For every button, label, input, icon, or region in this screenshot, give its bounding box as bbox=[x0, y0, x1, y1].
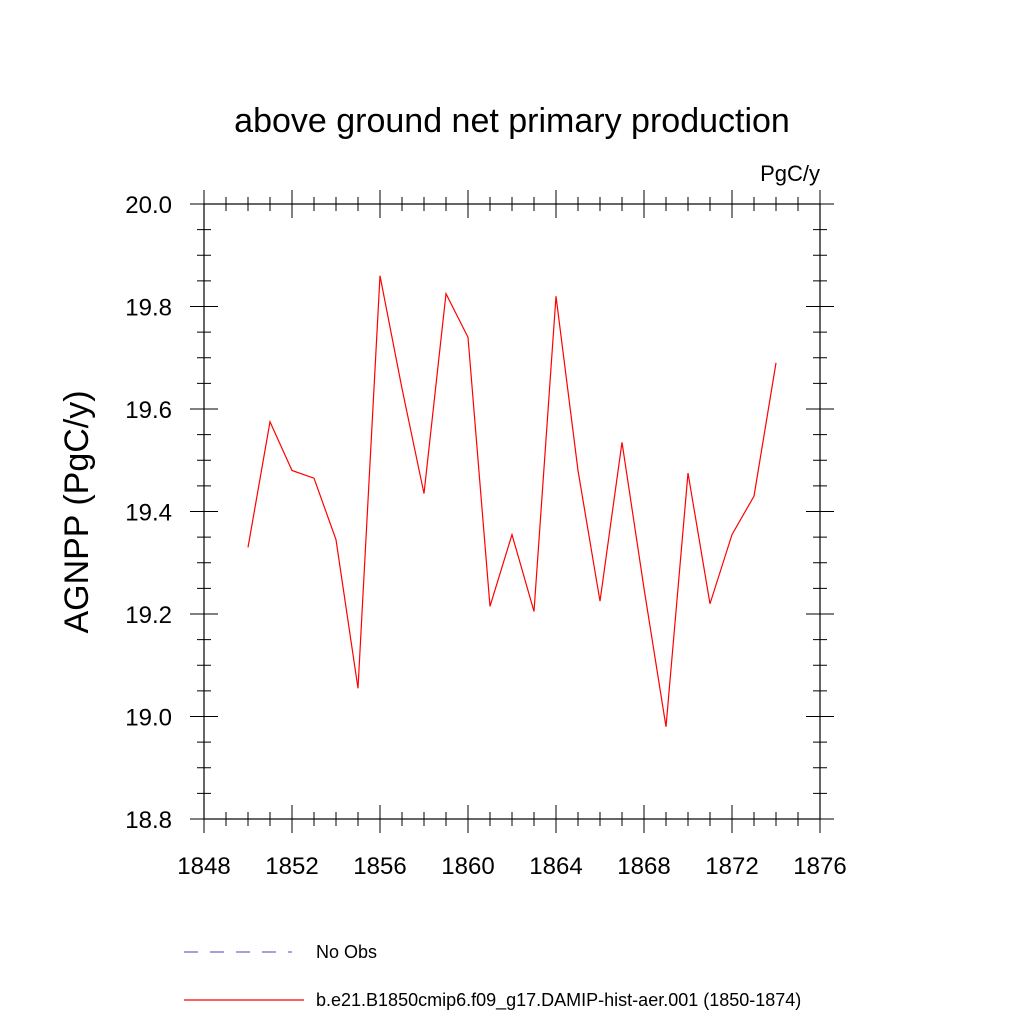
x-tick-label: 1872 bbox=[705, 853, 758, 880]
tick-labels: 1848 1852 1856 1860 1864 1868 1872 1876 18.8 19.0… bbox=[125, 192, 846, 880]
x-tick-label: 1860 bbox=[441, 853, 494, 880]
series-lines bbox=[247, 275, 777, 727]
y-tick-label: 20.0 bbox=[125, 192, 172, 219]
units-label: PgC/y bbox=[760, 161, 820, 186]
x-tick-label: 1868 bbox=[617, 853, 670, 880]
x-tick-label: 1864 bbox=[529, 853, 582, 880]
x-tick-label: 1848 bbox=[177, 853, 230, 880]
x-tick-label: 1876 bbox=[793, 853, 846, 880]
y-tick-label: 19.8 bbox=[125, 295, 172, 322]
axis-ticks bbox=[190, 190, 834, 833]
y-tick-label: 18.8 bbox=[125, 807, 172, 834]
y-tick-label: 19.6 bbox=[125, 397, 172, 424]
legend-label: b.e21.B1850cmip6.f09_g17.DAMIP-hist-aer.… bbox=[316, 990, 801, 1011]
y-tick-label: 19.4 bbox=[125, 500, 172, 527]
series-line bbox=[247, 275, 777, 727]
x-tick-label: 1856 bbox=[353, 853, 406, 880]
chart-title: above ground net primary production bbox=[234, 102, 790, 140]
y-axis-label: AGNPP (PgC/y) bbox=[58, 390, 96, 633]
y-tick-label: 19.2 bbox=[125, 602, 172, 629]
plot-frame bbox=[203, 203, 821, 820]
x-tick-label: 1852 bbox=[265, 853, 318, 880]
y-tick-label: 19.0 bbox=[125, 705, 172, 732]
legend-label: No Obs bbox=[316, 942, 377, 962]
legend: No Obs b.e21.B1850cmip6.f09_g17.DAMIP-his… bbox=[184, 942, 801, 1011]
